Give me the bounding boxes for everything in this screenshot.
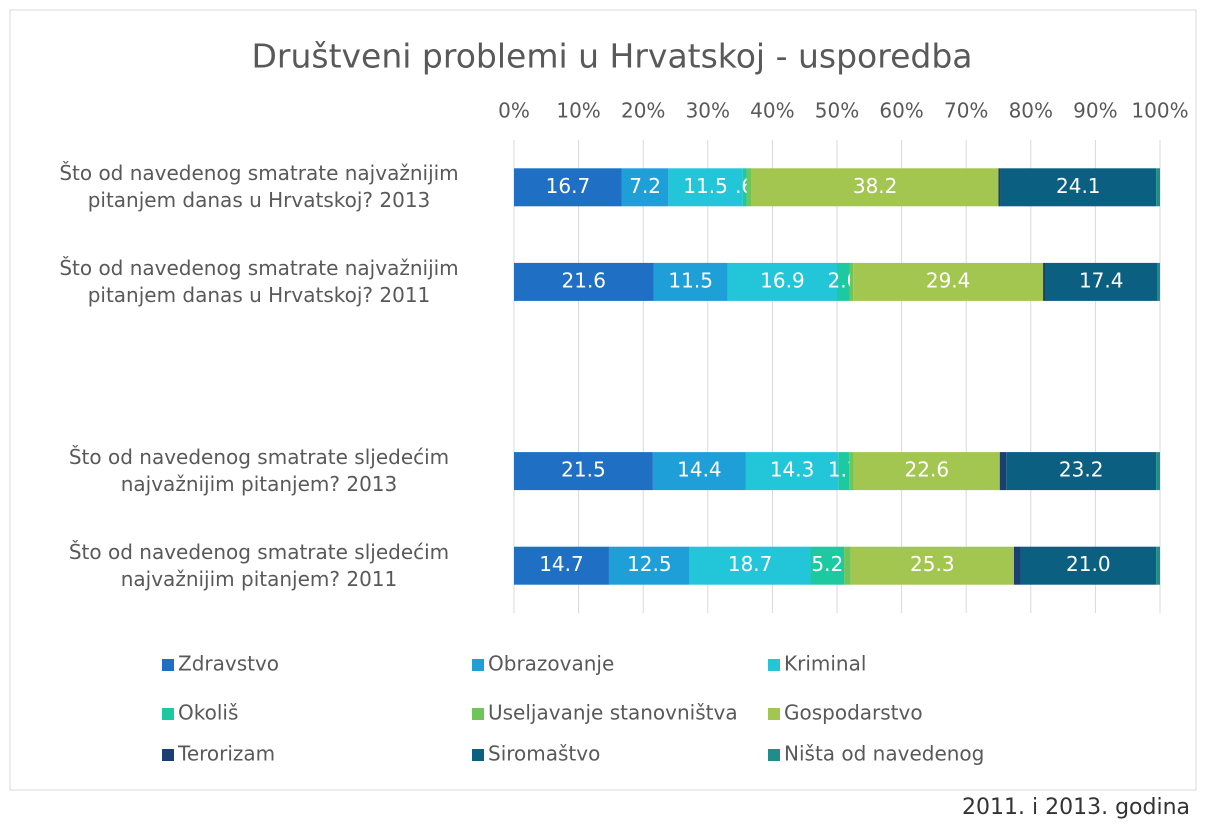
legend-label: Useljavanje stanovništva [488,701,738,725]
bar-segment [1006,452,1157,491]
bar-segment [1014,546,1021,585]
x-tick-label: 50% [815,99,859,123]
bar-segment [844,546,851,585]
data-label: 18.7 [728,552,773,576]
bar-segment [742,168,747,207]
data-label: 5.2 [811,552,843,576]
legend-label: Ništa od navedenog [784,742,984,766]
legend-swatch [472,659,484,671]
data-label: 25.3 [910,552,955,576]
chart-border [9,9,1197,791]
data-label: 11.5 [668,268,713,292]
bar-segment [1156,546,1160,585]
legend-swatch [768,749,780,761]
x-tick-label: 70% [944,99,988,123]
data-label: 14.3 [770,458,815,482]
legend-label: Okoliš [178,701,238,725]
bar-segment [668,168,743,207]
bar-segment [1000,168,1157,207]
bar-segment [853,452,1000,491]
bar-segment [608,546,690,585]
data-label: 29.4 [926,268,971,292]
data-label: 12.5 [627,552,672,576]
data-label: 23.2 [1059,458,1104,482]
bar-segment [838,452,850,491]
bar-segment [514,546,609,585]
data-label: 11.5 [683,174,728,198]
bar-segment [652,452,746,491]
bar-segment [999,452,1007,491]
data-label: 21.6 [562,268,607,292]
category-label: Što od navedenog smatrate najvažnijim pi… [59,255,459,307]
legend-label: Siromaštvo [488,742,600,766]
bar-segment [745,452,839,491]
legend-swatch [768,659,780,671]
bar-segment [1043,262,1046,301]
bar-segment [1020,546,1157,585]
data-label: 21.5 [561,458,606,482]
bar-segment [653,262,728,301]
x-tick-label: 0% [498,99,530,123]
x-tick-label: 30% [686,99,730,123]
bar-segment [746,168,752,207]
data-label: 14.7 [539,552,584,576]
legend-swatch [472,708,484,720]
bar-segment [998,168,1001,207]
footer: 2011. i 2013. godina [962,795,1190,820]
data-label: 38.2 [853,174,898,198]
legend-label: Kriminal [784,652,866,676]
legend-label: Terorizam [177,742,275,766]
legend-swatch [162,708,174,720]
bar-segment [514,168,622,207]
bar-segment [837,262,850,301]
bar-segment [1157,262,1160,301]
bar-segment [514,452,653,491]
bar-segment [751,168,999,207]
x-tick-label: 60% [879,99,923,123]
legend-label: Obrazovanje [488,652,614,676]
bar-segment [1156,168,1160,207]
data-label: 21.0 [1066,552,1111,576]
chart-title: Društveni problemi u Hrvatskoj - uspored… [252,37,973,76]
bar-segment [1045,262,1158,301]
x-tick-label: 10% [556,99,600,123]
x-tick-label: 40% [750,99,794,123]
bar-segment [849,262,854,301]
bar-segment [727,262,837,301]
bar-segment [850,546,1015,585]
bar-segment [1156,452,1160,491]
legend-swatch [162,749,174,761]
legend-swatch [472,749,484,761]
category-label: Što od navedenog smatrate sljedećim najv… [68,445,450,497]
x-tick-label: 90% [1073,99,1117,123]
bar-segment [853,262,1044,301]
data-label: 16.7 [546,174,591,198]
x-tick-label: 20% [621,99,665,123]
data-label: 24.1 [1056,174,1101,198]
bar-segment [810,546,845,585]
bar-segment [689,546,811,585]
legend-swatch [768,708,780,720]
data-label: 16.9 [760,268,805,292]
x-tick-label: 100% [1131,99,1188,123]
legend-swatch [162,659,174,671]
x-tick-label: 80% [1009,99,1053,123]
category-label: Što od navedenog smatrate sljedećim najv… [68,539,450,591]
category-label: Što od navedenog smatrate najvažnijim pi… [59,161,459,213]
legend-label: Gospodarstvo [784,701,923,725]
data-label: 17.4 [1079,268,1124,292]
bar-segment [621,168,669,207]
data-label: 14.4 [677,458,722,482]
data-label: 22.6 [905,458,950,482]
bar-segment [514,262,654,301]
bar-segment [849,452,854,491]
data-label: 7.2 [629,174,661,198]
legend-label: Zdravstvo [178,652,279,676]
